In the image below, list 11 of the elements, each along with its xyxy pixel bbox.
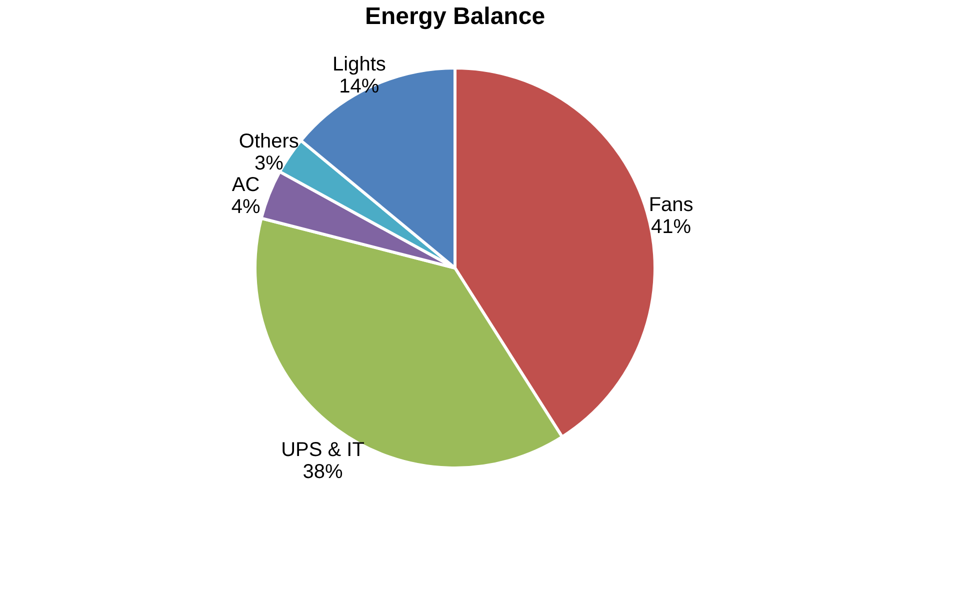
slice-label: Others: [238, 130, 299, 153]
slice-label: AC: [232, 174, 260, 196]
data-label: 4%: [231, 196, 260, 218]
chart-title: Energy Balance: [364, 3, 546, 30]
data-label: 3%: [254, 152, 284, 175]
data-label: 41%: [651, 216, 692, 238]
slice-label: UPS & IT: [281, 439, 364, 462]
data-label: 38%: [302, 461, 343, 484]
data-label: 14%: [339, 75, 380, 98]
slice-label: Lights: [332, 53, 386, 76]
slice-label: Fans: [648, 194, 694, 216]
